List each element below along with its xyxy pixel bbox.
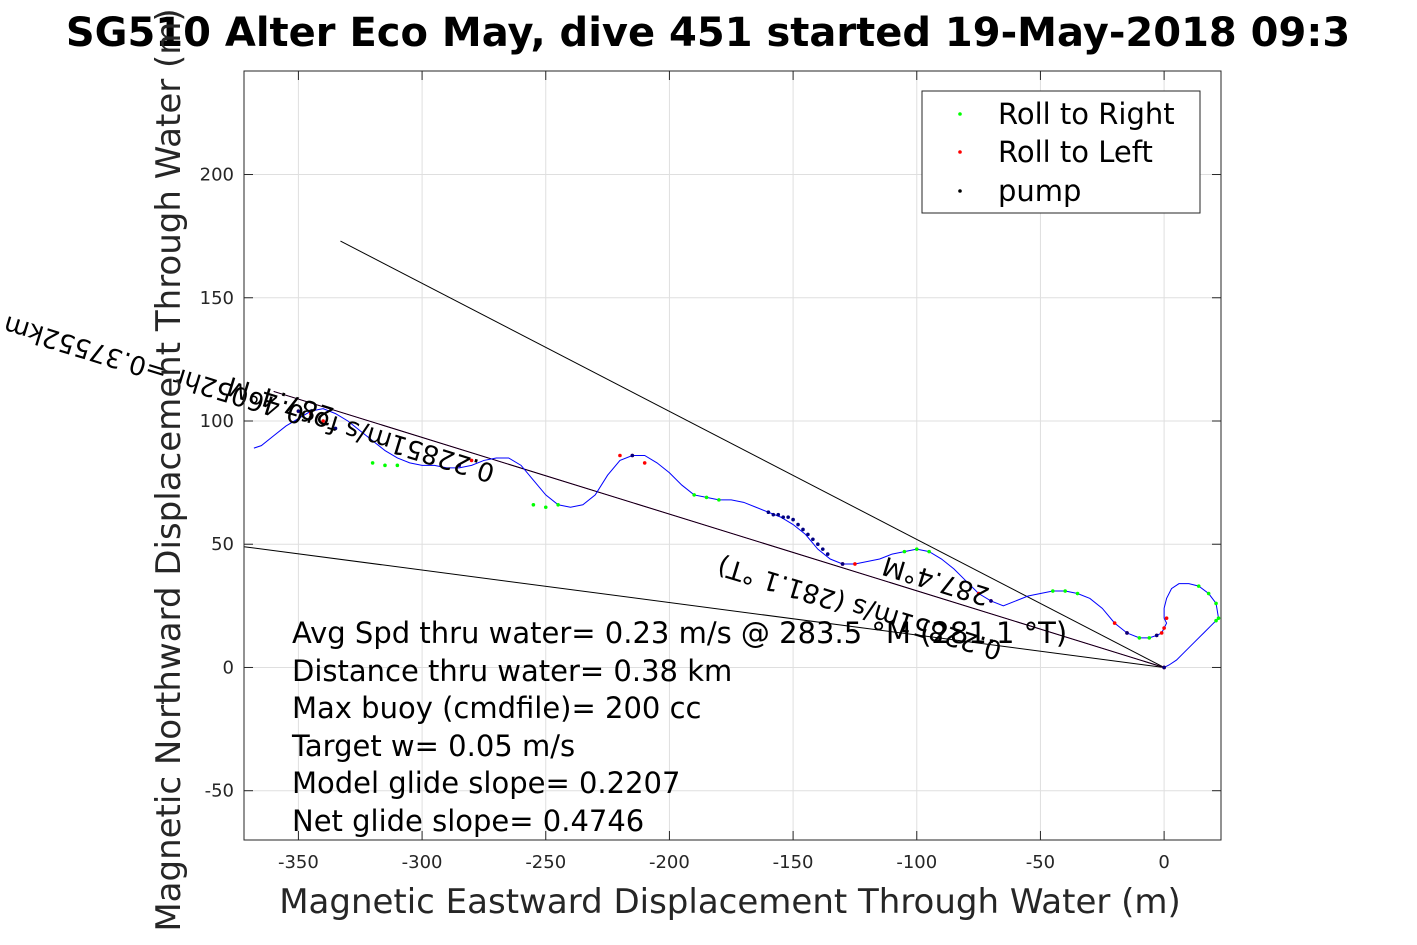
roll-right-point: [704, 495, 709, 500]
roll-left-point: [469, 458, 474, 463]
legend-marker-roll-right: [958, 112, 962, 116]
y-tick-label: 50: [211, 534, 234, 555]
pump-point: [771, 512, 776, 517]
roll-right-point: [692, 493, 696, 497]
roll-right-point: [1214, 618, 1218, 623]
legend-label-roll-right: Roll to Right: [998, 97, 1175, 131]
roll-right-point: [927, 549, 931, 554]
pump-point: [820, 547, 825, 551]
stats-line: Avg Spd thru water= 0.23 m/s @ 283.5 °M …: [292, 616, 1067, 650]
reference-lines: [243, 240, 1165, 668]
chart-title: SG510 Alter Eco May, dive 451 started 19…: [66, 10, 1350, 56]
pump-point: [796, 522, 800, 527]
x-tick-label: -350: [278, 852, 319, 873]
pump-point: [840, 562, 845, 566]
pump-point: [308, 409, 313, 413]
pump-point: [781, 515, 786, 519]
roll-left-point: [321, 419, 325, 423]
pump-point: [630, 453, 635, 458]
roll-left-point: [618, 453, 622, 458]
roll-right-point: [902, 549, 907, 554]
x-tick-label: -300: [402, 852, 443, 873]
stats-line: Target w= 0.05 m/s: [291, 729, 575, 763]
legend-label-pump: pump: [998, 174, 1081, 208]
legend-label-roll-left: Roll to Left: [998, 135, 1153, 169]
pump-point: [1154, 633, 1159, 638]
y-tick-label: 100: [200, 411, 234, 432]
pump-point: [791, 517, 795, 522]
pump-point: [766, 510, 771, 514]
pump-point: [776, 512, 781, 517]
legend: Roll to Right Roll to Left pump: [921, 90, 1201, 214]
roll-left-point: [642, 461, 647, 465]
roll-left-point: [853, 562, 857, 566]
track-layer: [253, 408, 1220, 668]
stats-line: Max buoy (cmdfile)= 200 cc: [292, 691, 701, 725]
stats-line: Model glide slope= 0.2207: [292, 766, 680, 800]
roll-left-point: [1162, 626, 1166, 630]
x-tick-label: -150: [773, 852, 814, 873]
roll-right-point: [543, 505, 548, 510]
roll-right-point: [1206, 591, 1211, 596]
stats-line: Net glide slope= 0.4746: [292, 804, 644, 838]
roll-right-point: [395, 463, 400, 468]
x-tick-label: 0: [1158, 852, 1169, 873]
stats-line: Distance thru water= 0.38 km: [292, 654, 732, 688]
roll-right-point: [1196, 584, 1201, 588]
pump-point: [1125, 631, 1129, 635]
roll-right-point: [556, 502, 560, 507]
roll-right-point: [531, 502, 536, 507]
y-tick-label: 150: [200, 288, 234, 309]
roll-left-point: [308, 411, 313, 416]
pump-point: [457, 463, 461, 468]
roll-right-point: [914, 547, 919, 551]
roll-right-point: [717, 498, 721, 502]
pump-point: [806, 532, 810, 537]
roll-left-point: [1159, 631, 1164, 635]
roll-right-point: [1216, 616, 1221, 620]
pump-point: [825, 552, 830, 556]
x-tick-label: -200: [649, 852, 690, 873]
x-tick-label: -50: [1026, 852, 1055, 873]
pump-point: [296, 409, 301, 413]
y-axis-label: Magnetic Northward Displacement Through …: [149, 8, 189, 931]
roll-right-point: [1137, 636, 1142, 640]
roll-right-point: [1063, 589, 1067, 593]
ticks: -350 -300 -250 -200 -150 -100 -50 0 -50 0 50 100 150…: [200, 71, 1221, 873]
roll-right-point: [1214, 601, 1218, 606]
x-tick-label: -100: [896, 852, 937, 873]
legend-box: [921, 90, 1201, 214]
x-axis-label: Magnetic Eastward Displacement Through W…: [279, 882, 1181, 922]
pump-point: [989, 599, 993, 603]
pump-point: [333, 426, 338, 431]
y-tick-label: -50: [205, 781, 234, 802]
pump-point: [786, 515, 790, 519]
pump-point: [801, 527, 805, 532]
y-tick-label: 0: [223, 657, 234, 678]
roll-left-point: [976, 591, 981, 596]
x-tick-label: -250: [525, 852, 566, 873]
points-layer: [296, 409, 1221, 670]
pump-point: [1162, 665, 1166, 670]
y-tick-label: 200: [200, 165, 234, 186]
reference-line: [273, 390, 1165, 668]
plot-frame: [243, 70, 1222, 841]
reference-line: [243, 546, 1165, 668]
pump-point: [811, 537, 815, 542]
roll-right-point: [1147, 636, 1152, 640]
roll-right-point: [1075, 591, 1080, 596]
roll-right-point: [370, 461, 375, 465]
track-line: [253, 408, 1220, 668]
roll-right-point: [383, 463, 387, 468]
roll-left-point: [1112, 621, 1117, 625]
roll-left-point: [1164, 616, 1169, 620]
legend-marker-pump: [958, 189, 962, 193]
pump-point: [816, 542, 820, 547]
roll-right-point: [1051, 589, 1055, 593]
legend-marker-roll-left: [958, 150, 962, 154]
stats-block: Avg Spd thru water= 0.23 m/s @ 283.5 °M …: [291, 616, 1067, 838]
